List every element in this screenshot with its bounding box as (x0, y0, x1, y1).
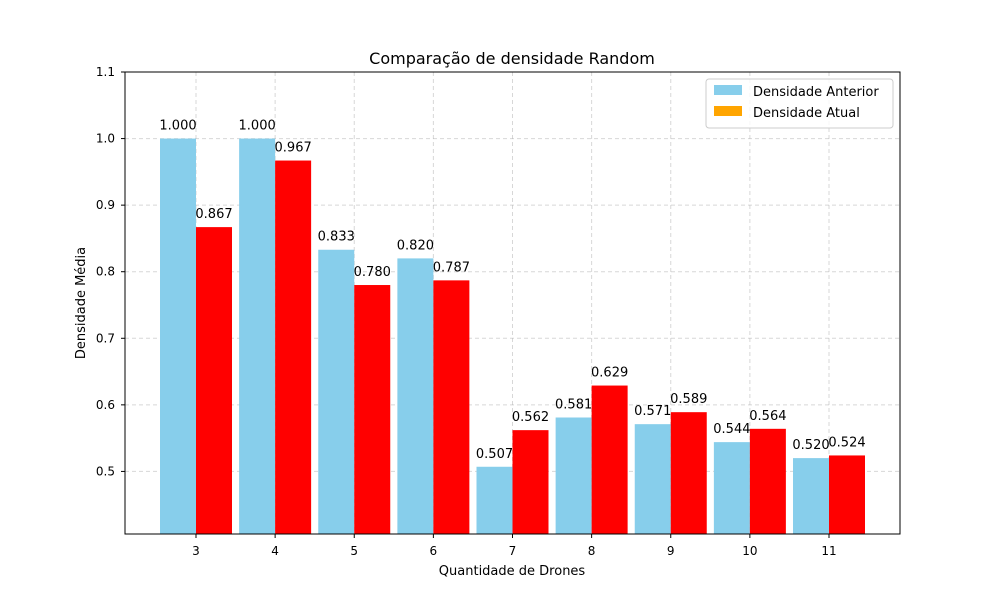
data-label: 0.520 (792, 438, 829, 453)
legend-label-densidade-atual: Densidade Atual (753, 106, 860, 121)
data-label: 1.000 (159, 119, 196, 134)
legend: Densidade Anterior Densidade Atual (705, 78, 894, 129)
chart-title: Comparação de densidade Random (369, 49, 655, 68)
bar-densidade-anterior (555, 417, 592, 534)
bar-densidade-atual (829, 455, 865, 534)
legend-label-densidade-anterior: Densidade Anterior (753, 85, 879, 100)
data-label: 0.967 (275, 141, 312, 156)
x-tick-label: 3 (192, 544, 200, 558)
x-tick-label: 11 (821, 544, 836, 558)
data-label: 0.507 (476, 447, 513, 462)
y-tick-label: 0.9 (96, 198, 115, 212)
legend-swatch-densidade-anterior (714, 85, 742, 95)
legend-swatch-densidade-atual (714, 106, 742, 116)
bar-densidade-anterior (239, 138, 276, 534)
y-tick-label: 1.1 (96, 65, 115, 79)
x-tick-label: 8 (588, 544, 596, 558)
axis-ticks: 0.5 0.6 0.7 0.8 0.9 1.0 1.1 3 4 5 6 7 8 9 10 11 (96, 65, 837, 558)
x-tick-label: 5 (350, 544, 358, 558)
y-axis-label: Densidade Média (74, 247, 89, 359)
y-tick-label: 0.7 (96, 331, 115, 345)
bar-densidade-atual (433, 280, 470, 534)
data-label: 0.524 (828, 435, 865, 450)
x-axis-label: Quantidade de Drones (439, 564, 586, 579)
bar-densidade-atual (354, 285, 391, 534)
bar-densidade-anterior (793, 458, 829, 534)
data-label: 0.562 (512, 410, 549, 425)
data-label: 0.571 (634, 404, 671, 419)
data-label: 0.544 (713, 422, 750, 437)
x-tick-label: 9 (667, 544, 675, 558)
x-tick-label: 6 (430, 544, 438, 558)
data-label: 1.000 (239, 119, 276, 134)
y-tick-label: 1.0 (96, 132, 115, 146)
bar-densidade-atual (275, 160, 312, 534)
bar-densidade-anterior (318, 249, 355, 534)
data-labels: 1.000 1.000 0.833 0.820 0.507 0.581 0.571 0.544… (159, 119, 865, 462)
bar-densidade-atual (591, 385, 628, 534)
bar-densidade-anterior (634, 424, 671, 534)
data-label: 0.581 (555, 398, 592, 413)
legend-box (705, 78, 894, 129)
bar-densidade-atual (670, 412, 707, 534)
bar-densidade-atual (196, 227, 232, 535)
data-label: 0.787 (433, 260, 470, 275)
y-tick-label: 0.5 (96, 464, 115, 478)
bars (160, 138, 865, 535)
data-label: 0.780 (354, 265, 391, 280)
bar-densidade-atual (749, 428, 786, 534)
x-tick-label: 4 (271, 544, 279, 558)
y-tick-label: 0.6 (96, 398, 115, 412)
data-label: 0.589 (670, 392, 707, 407)
bar-densidade-anterior (713, 442, 750, 534)
data-label: 0.629 (591, 366, 628, 381)
data-label: 0.820 (397, 238, 434, 253)
data-label: 0.867 (195, 207, 232, 222)
data-label: 0.564 (749, 409, 786, 424)
y-tick-label: 0.8 (96, 265, 115, 279)
bar-densidade-anterior (397, 258, 434, 534)
bar-densidade-anterior (476, 466, 513, 534)
bar-densidade-atual (512, 430, 549, 534)
x-tick-label: 10 (742, 544, 757, 558)
bar-densidade-anterior (160, 138, 196, 534)
x-tick-label: 7 (509, 544, 517, 558)
data-label: 0.833 (318, 230, 355, 245)
